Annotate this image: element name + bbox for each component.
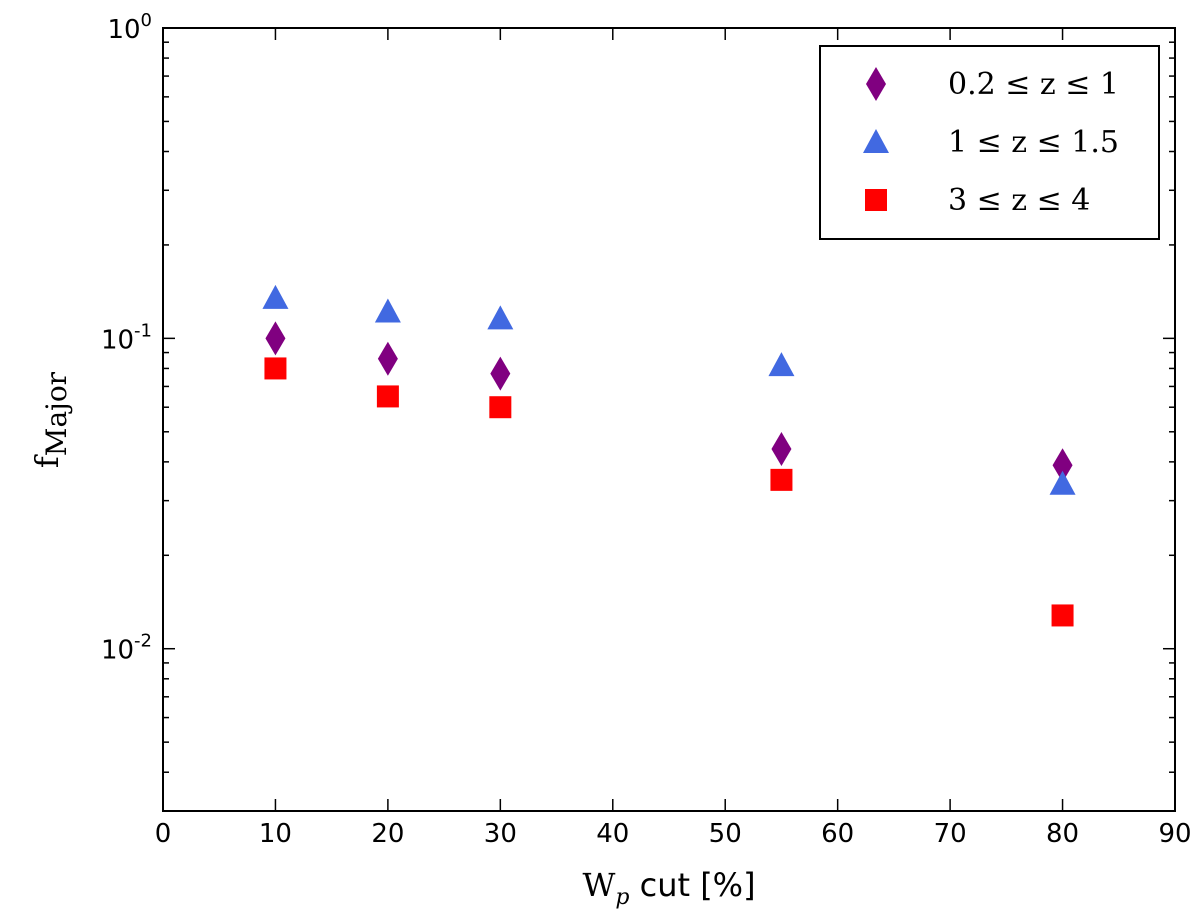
x-axis-label: Wp cut [%]: [582, 866, 755, 909]
triangle-point: [262, 284, 289, 309]
legend-triangle-marker: [863, 129, 889, 153]
diamond-point: [1052, 448, 1073, 483]
legend-label: 3 ≤ z ≤ 4: [948, 183, 1090, 218]
y-tick-labels: 10-2 10-1 100: [101, 10, 152, 666]
x-tick-label: 40: [596, 819, 629, 849]
diamond-point: [265, 321, 286, 356]
x-tick-labels: 0 10 20 30 40 50 60 70 80 90: [155, 819, 1192, 849]
square-point: [264, 357, 287, 380]
square-point: [376, 385, 399, 408]
x-tick-label: 50: [709, 819, 742, 849]
diamond-point: [377, 341, 398, 376]
data-markers: [262, 284, 1076, 627]
y-tick-label: 100: [107, 10, 152, 45]
x-tick-label: 80: [1046, 819, 1079, 849]
triangle-point: [374, 298, 401, 323]
legend: 0.2 ≤ z ≤ 1 1 ≤ z ≤ 1.5 3 ≤ z ≤ 4: [819, 45, 1160, 240]
legend-label: 0.2 ≤ z ≤ 1: [948, 67, 1119, 102]
legend-label: 1 ≤ z ≤ 1.5: [948, 125, 1119, 160]
y-axis-label: fMajor: [28, 371, 73, 468]
legend-square-marker: [865, 189, 887, 211]
x-tick-label: 0: [155, 819, 172, 849]
triangle-point: [487, 305, 514, 330]
legend-diamond-marker: [866, 67, 886, 101]
y-tick-label: 10-1: [101, 320, 152, 355]
square-point: [1051, 604, 1074, 627]
x-tick-label: 60: [821, 819, 854, 849]
axis-ticks: [162, 27, 1176, 812]
square-point: [489, 396, 512, 419]
y-tick-label: 10-2: [101, 631, 152, 666]
square-point: [770, 468, 793, 491]
x-tick-label: 30: [484, 819, 517, 849]
diamond-point: [771, 432, 792, 467]
x-tick-label: 70: [934, 819, 967, 849]
triangle-point: [768, 352, 795, 377]
triangle-point: [1049, 470, 1076, 495]
diamond-point: [490, 356, 511, 391]
x-tick-label: 20: [371, 819, 404, 849]
x-tick-label: 90: [1158, 819, 1191, 849]
x-tick-label: 10: [259, 819, 292, 849]
